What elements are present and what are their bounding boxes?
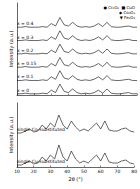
svg-text:Intensity (a.u.): Intensity (a.u.) [8,31,15,68]
svg-text:50: 50 [81,169,87,174]
svg-text:30: 30 [48,169,54,174]
svg-text:x = 0: x = 0 [17,88,29,93]
svg-text:◆ Co₃O₄: ◆ Co₃O₄ [119,9,135,15]
svg-text:x = 0.1: x = 0.1 [17,74,34,79]
svg-text:Intensity (a.u.): Intensity (a.u.) [8,117,15,154]
svg-text:● Cr₂O₃ ■ CuO: ● Cr₂O₃ ■ CuO [103,4,135,10]
svg-text:single Cu-substituted: single Cu-substituted [17,159,65,164]
svg-text:x = 0.3: x = 0.3 [17,35,34,40]
svg-text:x = 0.15: x = 0.15 [17,61,36,66]
svg-text:▼ Fe₂O₃: ▼ Fe₂O₃ [120,15,136,20]
svg-text:40: 40 [64,169,70,174]
svg-text:x = 0.4: x = 0.4 [17,21,34,26]
svg-text:2θ (°): 2θ (°) [68,176,82,182]
svg-text:20: 20 [31,169,37,174]
svg-text:10: 10 [14,169,20,174]
svg-text:70: 70 [115,169,121,174]
svg-text:60: 60 [98,169,104,174]
svg-text:single Co-substituted: single Co-substituted [17,127,65,132]
svg-text:x = 0.2: x = 0.2 [17,48,34,53]
svg-text:80: 80 [131,169,137,174]
